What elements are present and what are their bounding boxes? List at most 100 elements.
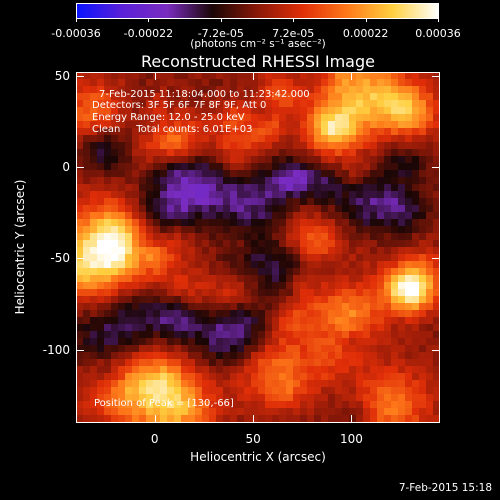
heatmap-cell: [356, 128, 364, 136]
heatmap-cell: [230, 338, 238, 346]
heatmap-cell: [328, 219, 336, 227]
heatmap-cell: [216, 345, 224, 353]
heatmap-cell: [223, 198, 231, 206]
heatmap-cell: [251, 163, 259, 171]
heatmap-cell: [321, 352, 329, 360]
heatmap-cell: [237, 303, 245, 311]
heatmap-cell: [398, 275, 406, 283]
heatmap-cell: [97, 331, 105, 339]
heatmap-cell: [335, 170, 343, 178]
heatmap-cell: [258, 79, 266, 87]
heatmap-cell: [265, 93, 273, 101]
heatmap-cell: [76, 184, 84, 192]
heatmap-cell: [258, 198, 266, 206]
heatmap-cell: [265, 282, 273, 290]
heatmap-cell: [244, 149, 252, 157]
heatmap-cell: [321, 380, 329, 388]
heatmap-cell: [370, 149, 378, 157]
heatmap-cell: [237, 317, 245, 325]
heatmap-cell: [391, 282, 399, 290]
heatmap-cell: [335, 310, 343, 318]
heatmap-cell: [223, 191, 231, 199]
heatmap-cell: [209, 86, 217, 94]
heatmap-cell: [125, 177, 133, 185]
y-tick-label: 0: [62, 160, 70, 175]
heatmap-cell: [216, 100, 224, 108]
heatmap-cell: [426, 135, 434, 143]
heatmap-cell: [384, 198, 392, 206]
heatmap-cell: [272, 219, 280, 227]
heatmap-cell: [293, 100, 301, 108]
heatmap-cell: [272, 128, 280, 136]
heatmap-cell: [237, 93, 245, 101]
heatmap-cell: [230, 303, 238, 311]
heatmap-cell: [111, 79, 119, 87]
heatmap-cell: [398, 107, 406, 115]
heatmap-cell: [90, 275, 98, 283]
heatmap-cell: [342, 191, 350, 199]
heatmap-cell: [111, 107, 119, 115]
heatmap-cell: [97, 310, 105, 318]
heatmap-cell: [258, 275, 266, 283]
heatmap-cell: [300, 226, 308, 234]
heatmap-cell: [328, 107, 336, 115]
heatmap-cell: [293, 240, 301, 248]
heatmap-cell: [300, 408, 308, 416]
heatmap-cell: [125, 303, 133, 311]
heatmap-cell: [335, 303, 343, 311]
heatmap-cell: [181, 394, 189, 402]
heatmap-cell: [111, 198, 119, 206]
heatmap-cell: [174, 219, 182, 227]
heatmap-cell: [188, 170, 196, 178]
heatmap-cell: [377, 86, 385, 94]
heatmap-cell: [342, 359, 350, 367]
heatmap-cell: [363, 289, 371, 297]
heatmap-cell: [391, 415, 399, 423]
heatmap-cell: [419, 408, 427, 416]
heatmap-cell: [307, 401, 315, 409]
heatmap-cell: [251, 212, 259, 220]
heatmap-cell: [216, 205, 224, 213]
heatmap-cell: [398, 366, 406, 374]
heatmap-cell: [370, 212, 378, 220]
heatmap-cell: [97, 93, 105, 101]
heatmap-cell: [412, 331, 420, 339]
time-range-text: 7-Feb-2015 11:18:04.000 to 11:23:42.000: [99, 89, 310, 100]
heatmap-cell: [293, 142, 301, 150]
heatmap-cell: [433, 100, 440, 108]
heatmap-cell: [153, 282, 161, 290]
heatmap-cell: [230, 233, 238, 241]
heatmap-cell: [433, 79, 440, 87]
heatmap-cell: [300, 331, 308, 339]
heatmap-cell: [419, 149, 427, 157]
heatmap-cell: [433, 177, 440, 185]
heatmap-cell: [76, 338, 84, 346]
heatmap-cell: [251, 303, 259, 311]
heatmap-cell: [209, 289, 217, 297]
heatmap-cell: [160, 128, 168, 136]
heatmap-cell: [160, 401, 168, 409]
heatmap-cell: [223, 408, 231, 416]
heatmap-cell: [251, 86, 259, 94]
heatmap-cell: [209, 345, 217, 353]
heatmap-cell: [181, 345, 189, 353]
heatmap-cell: [202, 373, 210, 381]
heatmap-cell: [188, 149, 196, 157]
heatmap-cell: [90, 142, 98, 150]
heatmap-cell: [167, 156, 175, 164]
heatmap-cell: [167, 366, 175, 374]
heatmap-cell: [76, 149, 84, 157]
heatmap-cell: [433, 135, 440, 143]
heatmap-cell: [174, 345, 182, 353]
heatmap-cell: [328, 79, 336, 87]
heatmap-cell: [153, 415, 161, 423]
heatmap-cell: [118, 268, 126, 276]
heatmap-cell: [412, 310, 420, 318]
heatmap-cell: [377, 219, 385, 227]
heatmap-cell: [258, 135, 266, 143]
heatmap-cell: [244, 352, 252, 360]
heatmap-cell: [384, 408, 392, 416]
heatmap-cell: [272, 163, 280, 171]
heatmap-cell: [188, 135, 196, 143]
heatmap-cell: [286, 296, 294, 304]
